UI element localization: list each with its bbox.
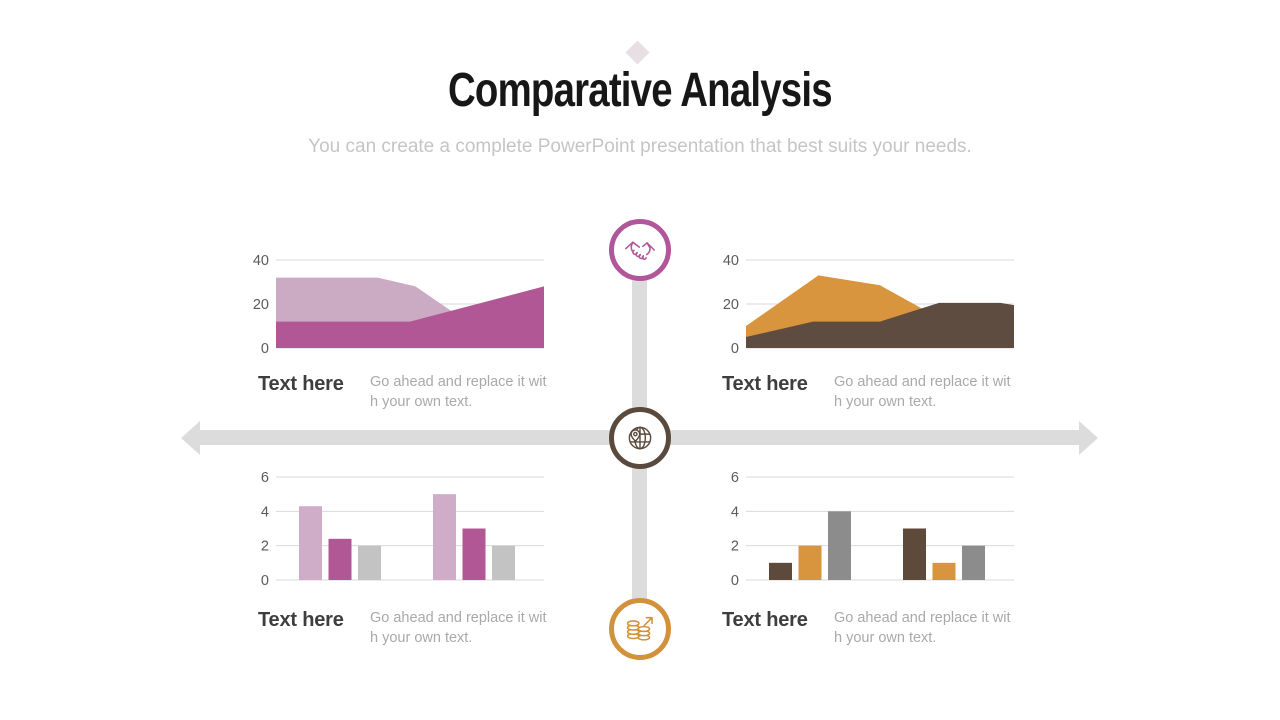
svg-text:6: 6 [261,470,269,486]
caption-label: Text here [722,373,808,395]
svg-text:20: 20 [723,297,739,313]
svg-text:6: 6 [731,470,739,486]
chart-bottom-left: 0 2 4 6 [240,470,552,589]
coins-icon-badge [609,598,671,660]
svg-text:2: 2 [731,539,739,555]
caption-description-line2: h your own text. [834,629,937,646]
handshake-icon-badge [609,219,671,281]
caption-label: Text here [258,609,344,631]
chart-top-right: 0 20 40 [710,253,1022,357]
svg-text:4: 4 [261,504,269,520]
coins-growth-icon [626,616,653,641]
page-title-text: Comparative Analysis [448,64,833,117]
caption-description: Go ahead and replace it wit h your own t… [370,373,547,412]
svg-text:0: 0 [731,341,739,357]
svg-text:0: 0 [731,573,739,589]
svg-text:4: 4 [731,504,739,520]
right-arrowhead [1079,421,1098,455]
page-title: Comparative Analysis [0,64,1280,117]
svg-text:40: 40 [723,253,739,269]
handshake-icon [625,241,655,260]
accent-diamond [625,40,650,65]
caption-description-line1: Go ahead and replace it wit [370,610,547,626]
caption-bottom-left: Text here Go ahead and replace it wit h … [258,609,547,648]
svg-text:0: 0 [261,341,269,357]
page-subtitle: You can create a complete PowerPoint pre… [308,136,972,157]
chart-bottom-right: 0 2 4 6 [710,470,1022,589]
caption-description-line2: h your own text. [370,629,473,646]
caption-description: Go ahead and replace it wit h your own t… [834,609,1011,648]
caption-description-line2: h your own text. [370,393,473,410]
svg-text:2: 2 [261,539,269,555]
svg-text:20: 20 [253,297,269,313]
caption-bottom-right: Text here Go ahead and replace it wit h … [722,609,1011,648]
svg-text:40: 40 [253,253,269,269]
svg-text:0: 0 [261,573,269,589]
caption-description-line2: h your own text. [834,393,937,410]
globe-icon-badge [609,407,671,469]
caption-description: Go ahead and replace it wit h your own t… [834,373,1011,412]
caption-description: Go ahead and replace it wit h your own t… [370,609,547,648]
caption-description-line1: Go ahead and replace it wit [370,374,547,390]
left-arrowhead [181,421,200,455]
caption-top-right: Text here Go ahead and replace it wit h … [722,373,1011,412]
chart-top-left: 0 20 40 [240,253,552,357]
caption-top-left: Text here Go ahead and replace it wit h … [258,373,547,412]
caption-description-line1: Go ahead and replace it wit [834,610,1011,626]
caption-label: Text here [258,373,344,395]
caption-description-line1: Go ahead and replace it wit [834,374,1011,390]
caption-label: Text here [722,609,808,631]
globe-location-icon [628,426,652,450]
